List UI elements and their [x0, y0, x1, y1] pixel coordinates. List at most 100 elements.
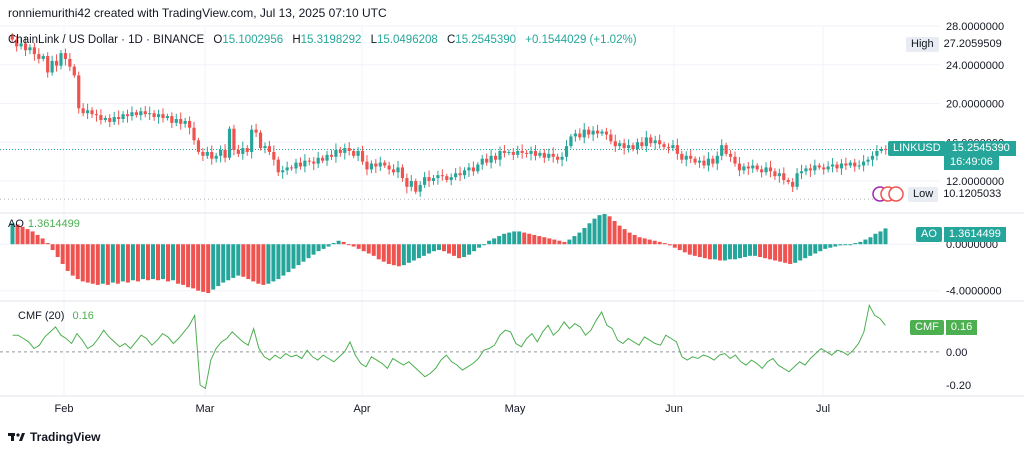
- ao-bar: [542, 237, 547, 245]
- ao-bar: [346, 244, 351, 246]
- candle-body: [179, 119, 183, 124]
- ao-bar: [662, 243, 667, 245]
- candle-body: [822, 167, 826, 170]
- ao-bar: [482, 244, 487, 246]
- candle-body: [844, 163, 848, 166]
- candle-body: [170, 116, 174, 123]
- ao-bar: [436, 244, 441, 251]
- candle-body: [312, 161, 316, 164]
- ao-bar: [472, 244, 477, 252]
- candle-body: [786, 180, 790, 182]
- ao-bar: [171, 244, 176, 281]
- ao-legend[interactable]: AO 1.3614499: [8, 218, 80, 230]
- candle-body: [117, 117, 121, 119]
- ao-tag-value: 1.3614499: [943, 227, 1006, 242]
- candle-body: [520, 150, 524, 153]
- candle-body: [737, 163, 742, 171]
- ao-bar: [682, 244, 687, 253]
- ao-bar: [527, 233, 532, 245]
- candle-body: [94, 114, 99, 116]
- ao-bar: [457, 244, 462, 259]
- candle-body: [46, 56, 50, 73]
- candle-body: [59, 53, 63, 66]
- candle-body: [99, 115, 103, 120]
- candle-body: [183, 120, 187, 124]
- candle-body: [161, 114, 165, 119]
- candle-body: [808, 168, 812, 171]
- candle-body: [196, 140, 201, 152]
- candle-body: [799, 171, 804, 174]
- candle-body: [467, 167, 471, 171]
- candle-body: [219, 150, 223, 156]
- candle-body: [653, 140, 657, 144]
- low-value: 15.0496208: [377, 34, 438, 46]
- candle-body: [365, 161, 369, 170]
- close-value: 15.2545390: [455, 34, 517, 46]
- candle-body: [37, 54, 41, 59]
- candle-body: [533, 150, 538, 156]
- price-tick-label: 20.0000000: [946, 99, 1004, 111]
- symbol-name[interactable]: ChainLink / US Dollar · 1D · BINANCE: [8, 34, 205, 46]
- ao-bar: [256, 244, 261, 284]
- ao-bar: [547, 238, 552, 245]
- ao-bar: [446, 244, 452, 254]
- ao-bar: [361, 244, 366, 252]
- candle-body: [675, 145, 679, 154]
- ao-bar: [176, 244, 181, 284]
- ao-bar: [763, 244, 768, 259]
- candle-body: [604, 131, 609, 135]
- ticker-label: LINKUSD: [888, 141, 946, 156]
- candle-body: [156, 114, 161, 118]
- symbol-legend[interactable]: ChainLink / US Dollar · 1D · BINANCE O15…: [8, 34, 637, 46]
- ao-bar: [90, 244, 95, 284]
- ao-bar: [10, 223, 15, 245]
- candle-body: [449, 177, 453, 181]
- high-tag: High 27.2059509: [906, 37, 1007, 52]
- candle-body: [680, 153, 684, 160]
- last-price-value: 15.2545390: [945, 141, 1016, 156]
- ao-tag-label: AO: [916, 227, 942, 242]
- chart-markers: [872, 186, 904, 202]
- ao-bar: [416, 244, 421, 259]
- ao-tag: AO 1.3614499: [916, 227, 1006, 242]
- ao-bar: [166, 244, 171, 282]
- candle-body: [511, 151, 515, 155]
- candle-body: [777, 173, 781, 177]
- ao-bar: [65, 244, 70, 271]
- high-label: H: [292, 34, 301, 46]
- ao-bar: [421, 244, 426, 256]
- candle-body: [81, 108, 85, 114]
- candle-body: [63, 53, 68, 59]
- candle-body: [480, 158, 484, 165]
- ao-bar: [226, 244, 231, 281]
- candle-body: [210, 151, 214, 159]
- ao-bar: [507, 232, 512, 245]
- candle-body: [431, 178, 436, 181]
- ao-bar: [40, 238, 45, 245]
- candle-body: [728, 153, 733, 157]
- candle-body: [702, 160, 706, 166]
- high-tag-value: 27.2059509: [943, 38, 1002, 50]
- ao-bar: [647, 239, 652, 245]
- ao-bar: [522, 232, 527, 245]
- ao-bar: [356, 244, 361, 249]
- ao-bar: [45, 243, 50, 245]
- candle-body: [471, 167, 475, 172]
- ao-bar: [105, 244, 110, 285]
- candle-body: [649, 137, 653, 144]
- candle-body: [782, 173, 786, 181]
- tradingview-footer[interactable]: TradingView: [8, 430, 100, 444]
- ao-bar: [657, 241, 662, 245]
- ao-bar: [406, 244, 411, 263]
- candle-body: [201, 151, 205, 156]
- ao-bar: [135, 244, 140, 282]
- tradingview-logo-icon: [8, 433, 25, 441]
- ao-bar: [55, 244, 60, 257]
- candle-body: [445, 176, 449, 181]
- candle-body: [427, 177, 431, 181]
- candle-body: [90, 110, 94, 115]
- cmf-legend[interactable]: CMF (20) 0.16: [18, 310, 94, 322]
- open-value: 15.1002956: [222, 34, 284, 46]
- ao-bar: [50, 244, 55, 251]
